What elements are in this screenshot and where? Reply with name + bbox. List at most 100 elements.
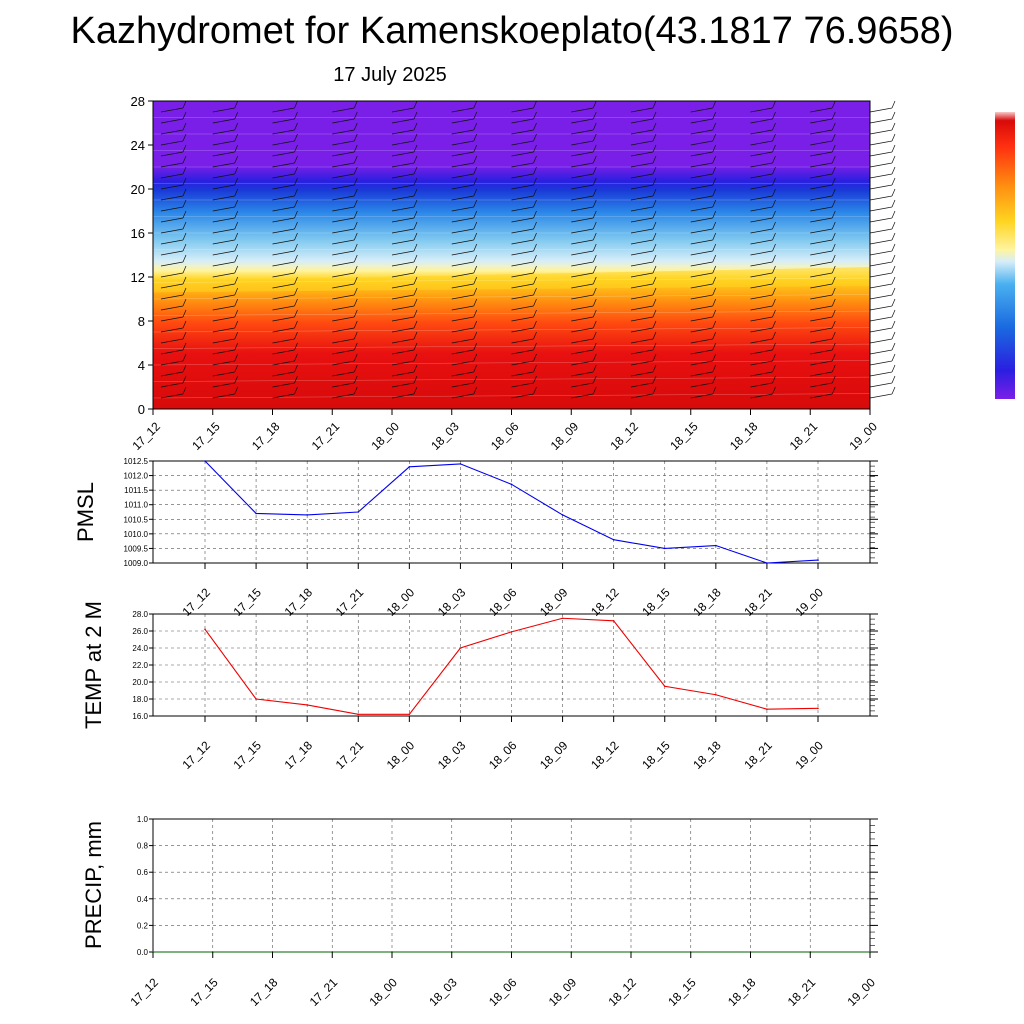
- wind-barb: [332, 305, 355, 311]
- wind-barb-flag: [712, 375, 717, 384]
- contour-line: [152, 343, 871, 349]
- wind-barb-flag: [413, 243, 418, 252]
- wind-barb: [630, 393, 654, 399]
- wind-barb-flag: [353, 353, 358, 362]
- wind-barb: [160, 261, 184, 267]
- warm-layer-tilt: [153, 267, 870, 293]
- wind-barb: [750, 228, 773, 234]
- wind-barb-flag: [831, 122, 836, 131]
- wind-barb: [212, 162, 235, 168]
- wind-barb: [869, 162, 893, 168]
- wind-barb: [750, 272, 773, 278]
- wind-barb-flag: [473, 298, 478, 307]
- wind-barb-flag: [652, 166, 657, 175]
- wind-barb-flag: [234, 188, 239, 197]
- x-tick-label: 19_00: [792, 738, 826, 772]
- wind-barb-flag: [652, 298, 657, 307]
- y-tick-label: 1009.0: [124, 559, 149, 568]
- wind-barb-flag: [234, 199, 239, 208]
- wind-barb-flag: [891, 232, 896, 241]
- wind-barb: [272, 349, 295, 355]
- wind-barb: [511, 283, 534, 289]
- wind-barb-flag: [772, 210, 776, 219]
- wind-barb-flag: [652, 353, 657, 362]
- wind-barb: [571, 305, 594, 311]
- wind-barb: [690, 173, 713, 179]
- wind-barb: [212, 118, 235, 124]
- wind-barb: [869, 272, 893, 278]
- wind-barb-flag: [473, 386, 478, 395]
- wind-barb: [869, 195, 893, 201]
- wind-barb: [451, 316, 474, 322]
- y-tick-label: 1012.0: [124, 472, 149, 481]
- wind-barb-flag: [533, 298, 537, 307]
- wind-barb-flag: [353, 188, 358, 197]
- wind-barb-flag: [473, 364, 478, 373]
- wind-barb: [160, 206, 184, 212]
- wind-barb-flag: [891, 265, 896, 274]
- wind-barb-flag: [652, 100, 657, 109]
- wind-barb-flag: [772, 199, 776, 208]
- wind-barb: [810, 173, 833, 179]
- wind-barb-flag: [772, 276, 776, 285]
- wind-barb-flag: [294, 111, 298, 120]
- y-axis-label: PRECIP, mm: [81, 821, 106, 949]
- wind-barb-flag: [592, 342, 597, 351]
- wind-barb-flag: [413, 111, 418, 120]
- wind-barb-flag: [652, 254, 657, 263]
- wind-barb-flag: [652, 375, 657, 384]
- x-tick-label: 18_18: [690, 738, 724, 772]
- y-tick-label: 12: [131, 270, 145, 285]
- data-point: [715, 693, 717, 696]
- data-point: [306, 514, 308, 516]
- x-tick-label: 18_21: [741, 738, 775, 772]
- wind-barb-flag: [533, 287, 537, 296]
- wind-barb-flag: [891, 221, 896, 230]
- wind-barb: [272, 338, 295, 344]
- wind-barb-flag: [772, 221, 776, 230]
- wind-barb: [690, 162, 713, 168]
- wind-barb-flag: [234, 243, 239, 252]
- wind-barb: [212, 261, 235, 267]
- wind-barb-flag: [182, 133, 187, 142]
- wind-barb-flag: [234, 221, 239, 230]
- x-tick-label: 19_00: [846, 419, 880, 453]
- wind-barb: [511, 305, 534, 311]
- wind-barb: [272, 316, 295, 322]
- wind-barb-flag: [533, 166, 537, 175]
- wind-barb-flag: [891, 144, 896, 153]
- data-point: [204, 460, 206, 462]
- x-tick-label: 17_21: [307, 975, 341, 1009]
- wind-barb: [212, 140, 235, 146]
- wind-barb: [690, 294, 713, 300]
- wind-barb: [451, 261, 474, 267]
- wind-barb: [810, 360, 833, 366]
- wind-barb-flag: [712, 232, 717, 241]
- wind-barb-flag: [891, 375, 896, 384]
- wind-barb: [451, 107, 474, 113]
- contour-line: [152, 277, 871, 283]
- wind-barb-flag: [182, 309, 187, 318]
- wind-barb: [511, 327, 534, 333]
- wind-barb: [750, 294, 773, 300]
- wind-barb: [690, 316, 713, 322]
- wind-barb: [272, 162, 295, 168]
- wind-barb-flag: [353, 144, 358, 153]
- wind-barb: [332, 206, 355, 212]
- wind-barb-flag: [533, 210, 537, 219]
- chart-subtitle: 17 July 2025: [333, 64, 447, 86]
- wind-barb-flag: [473, 111, 478, 120]
- x-tick-label: 17_12: [127, 975, 161, 1009]
- wind-barb-flag: [592, 298, 597, 307]
- wind-barb: [391, 217, 415, 223]
- data-point: [204, 628, 206, 631]
- wind-barb-flag: [294, 342, 298, 351]
- wind-barb-flag: [533, 144, 537, 153]
- wind-barb: [810, 294, 833, 300]
- wind-barb-flag: [413, 342, 418, 351]
- wind-barb-flag: [182, 386, 187, 395]
- wind-barb: [630, 129, 654, 135]
- y-tick-label: 0.4: [137, 895, 149, 904]
- x-tick-label: 18_12: [588, 738, 622, 772]
